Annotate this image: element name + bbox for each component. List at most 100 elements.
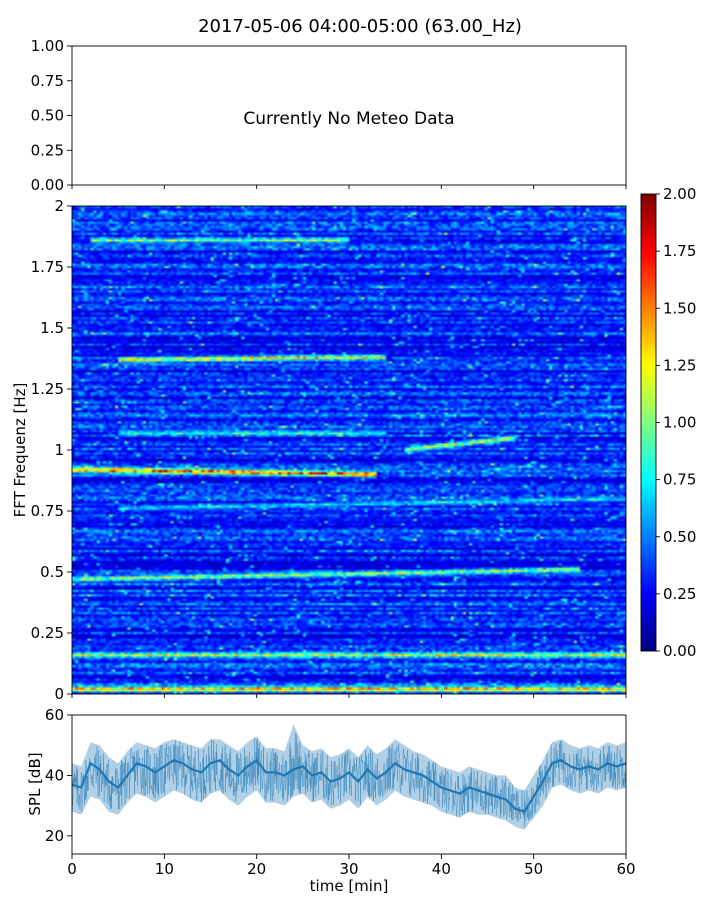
spl-data-point: [514, 807, 517, 810]
spl-data-point: [310, 774, 314, 777]
spectrogram-x-ticks: [71, 694, 627, 698]
colorbar-tick-label: 2.00: [663, 185, 696, 203]
meteo-y-tick-label: 0.75: [31, 72, 64, 90]
spectrogram-y-tick-label: 1.5: [40, 319, 64, 337]
spl-data-point: [227, 768, 231, 771]
spl-x-tick-label: 20: [247, 860, 266, 878]
meteo-x-ticks: [71, 185, 627, 189]
spl-data-point: [615, 765, 618, 768]
spectrogram-y-tick-label: 1.25: [31, 380, 64, 398]
spl-y-ticks: 20 40 60: [45, 706, 72, 845]
spl-data-point: [172, 759, 175, 762]
colorbar-tick-label: 0.75: [663, 471, 696, 489]
spectrogram-panel: 0 0.25 0.5 0.75 1 1.25 1.5 1.75 2 FFT Frequenz […: [11, 185, 696, 703]
spl-trace-noise: [72, 732, 626, 827]
figure-title: 2017-05-06 04:00-05:00 (63.00_Hz): [198, 16, 522, 37]
meteo-y-tick-label: 1.00: [31, 37, 64, 55]
spl-data-point: [403, 768, 406, 771]
spl-data-point: [523, 810, 526, 813]
spl-data-point: [532, 795, 535, 798]
colorbar-tick-label: 1.00: [663, 414, 696, 432]
colorbar-tick-label: 1.50: [663, 299, 696, 317]
spl-data-point: [384, 771, 388, 774]
spl-data-point: [357, 780, 360, 783]
spl-x-tick-label: 50: [524, 860, 543, 878]
spl-data-point: [190, 768, 194, 771]
spl-data-point: [117, 786, 120, 789]
spl-x-ticks: 0 10 20 30 40 50 60: [67, 854, 636, 878]
spl-data-point: [89, 762, 92, 765]
spl-data-point: [292, 768, 295, 771]
spl-data-point: [560, 759, 563, 762]
spl-data-point: [440, 786, 443, 789]
spl-data-point: [578, 768, 581, 771]
colorbar-tick-label: 1.25: [663, 356, 696, 374]
spl-data-point: [246, 765, 249, 768]
spl-x-tick-label: 0: [67, 860, 77, 878]
spl-x-axis-label: time [min]: [310, 877, 389, 895]
spl-data-point: [467, 786, 471, 789]
spl-data-point: [347, 771, 351, 774]
spectrogram-y-tick-label: 2: [54, 197, 64, 215]
meteo-y-ticks: 0.00 0.25 0.50 0.75 1.00: [31, 37, 72, 194]
meteo-y-tick-label: 0.00: [31, 176, 64, 194]
spl-data-point: [430, 780, 434, 783]
spl-y-tick-label: 40: [45, 766, 64, 784]
spl-data-point: [449, 789, 452, 792]
meteo-annotation: Currently No Meteo Data: [243, 109, 454, 129]
meteo-y-tick-label: 0.50: [31, 107, 64, 125]
colorbar-tick-label: 0.25: [663, 585, 696, 603]
spectrogram-y-tick-label: 0.75: [31, 502, 64, 520]
spl-data-point: [366, 768, 369, 771]
spectrogram-y-tick-label: 0.25: [31, 624, 64, 642]
spl-x-tick-label: 60: [616, 860, 635, 878]
spectrogram-heatmap: [72, 206, 626, 694]
spl-data-point: [421, 774, 425, 777]
spl-data-point: [504, 798, 508, 801]
spl-x-tick-label: 40: [432, 860, 451, 878]
colorbar-tick-label: 0.50: [663, 528, 696, 546]
spl-data-point: [587, 765, 591, 768]
spl-data-point: [237, 774, 240, 777]
colorbar-gradient: [641, 194, 656, 651]
spectrogram-y-tick-label: 0: [54, 685, 64, 703]
colorbar-tick-label: 0.00: [663, 642, 696, 660]
spl-x-tick-label: 10: [155, 860, 174, 878]
spl-y-tick-label: 20: [45, 827, 64, 845]
spl-data-point: [135, 762, 138, 765]
spectrogram-y-tick-label: 0.5: [40, 563, 64, 581]
spl-data-point: [412, 771, 415, 774]
spl-data-point: [569, 765, 572, 768]
spl-y-tick-label: 60: [45, 706, 64, 724]
colorbar-tick-label: 1.75: [663, 242, 696, 260]
spl-data-point: [283, 774, 286, 777]
meteo-plot-frame: [71, 45, 627, 186]
spl-data-point: [144, 765, 148, 768]
spl-data-point: [394, 762, 397, 765]
spl-data-point: [264, 771, 268, 774]
spl-data-point: [495, 795, 498, 798]
spl-data-point: [209, 762, 212, 765]
spl-data-point: [107, 780, 111, 783]
spectrogram-y-tick-label: 1.75: [31, 258, 64, 276]
spl-data-points: [72, 759, 626, 813]
spl-x-tick-label: 30: [339, 860, 358, 878]
spl-panel: 20 40 60 0 10 20 30 40 50 60 SPL [dB] time [min]: [26, 706, 636, 895]
meteo-panel: Currently No Meteo Data 0.00 0.25 0.50 0.75…: [31, 37, 627, 194]
spectrogram-y-ticks: 0 0.25 0.5 0.75 1 1.25 1.5 1.75 2: [31, 197, 72, 703]
spl-data-point: [541, 780, 545, 783]
meteo-y-tick-label: 0.25: [31, 141, 64, 159]
spl-data-point: [375, 777, 378, 780]
spl-data-point: [477, 789, 480, 792]
spl-data-point: [200, 771, 203, 774]
spl-data-point: [550, 762, 554, 765]
spl-data-point: [458, 792, 461, 795]
spl-y-axis-label: SPL [dB]: [26, 752, 44, 815]
spl-data-point: [301, 765, 304, 768]
spl-data-point: [126, 774, 129, 777]
spl-data-point: [338, 777, 341, 780]
spl-data-point: [606, 762, 609, 765]
spl-data-point: [597, 768, 600, 771]
spl-data-point: [218, 759, 221, 762]
